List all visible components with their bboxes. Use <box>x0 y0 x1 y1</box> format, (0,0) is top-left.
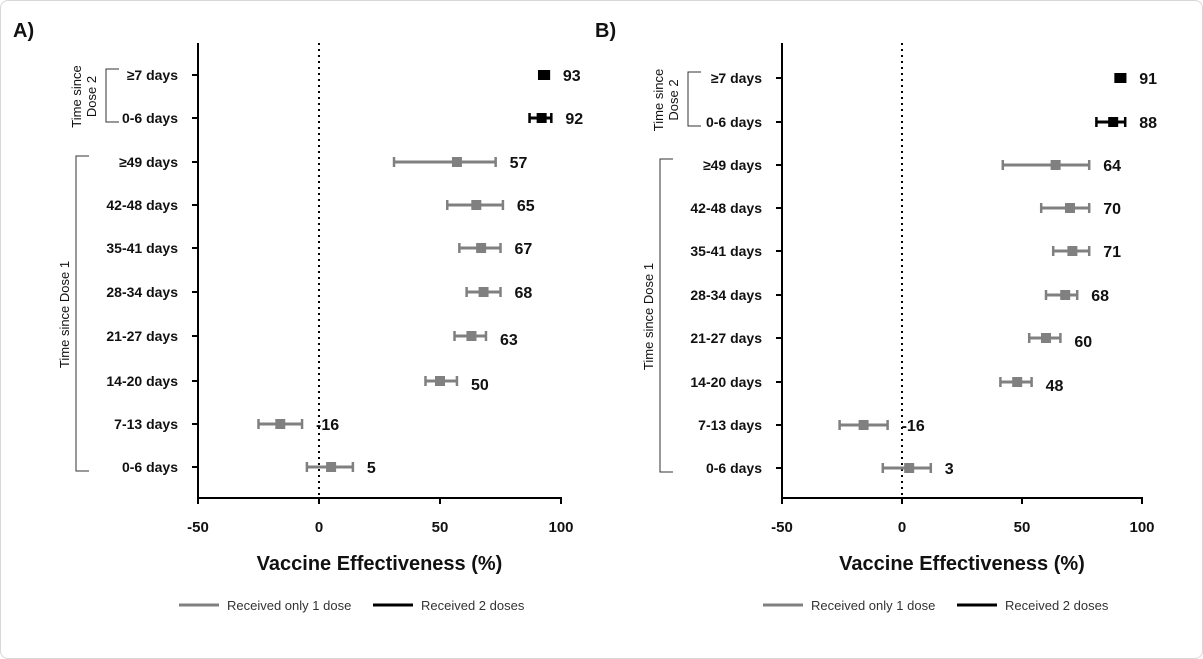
row-label: 42-48 days <box>690 200 762 216</box>
x-tick-label: 0 <box>898 519 906 536</box>
x-tick-label: -50 <box>187 519 209 536</box>
legend-label: Received only 1 dose <box>811 598 935 613</box>
value-label: 70 <box>1103 201 1121 218</box>
row-label: ≥49 days <box>703 157 762 173</box>
value-label: 48 <box>1046 378 1064 395</box>
point-estimate <box>1050 160 1061 170</box>
value-label: 5 <box>367 460 376 477</box>
panel-a: A) -50 0 50 100 Vaccine Effectiveness (%) ≥7 d… <box>13 20 583 613</box>
point-estimate <box>1067 246 1078 256</box>
value-label: 88 <box>1139 115 1157 132</box>
value-label: 57 <box>510 155 528 172</box>
point-estimate <box>451 157 462 167</box>
value-label: 93 <box>563 68 581 85</box>
x-tick-label: -50 <box>771 519 793 536</box>
row-label: 7-13 days <box>698 417 762 433</box>
x-tick-label: 100 <box>548 519 573 536</box>
panel-label: B) <box>595 20 616 42</box>
row-label: 35-41 days <box>690 243 762 259</box>
x-axis-title: Vaccine Effectiveness (%) <box>257 553 503 575</box>
x-tick-label: 100 <box>1129 519 1154 536</box>
value-label: 91 <box>1139 71 1157 88</box>
legend-label: Received 2 doses <box>421 598 525 613</box>
x-tick-label: 50 <box>1014 519 1031 536</box>
value-label: 92 <box>565 111 583 128</box>
x-tick-label: 0 <box>315 519 323 536</box>
legend-label: Received 2 doses <box>1005 598 1109 613</box>
point-estimate <box>326 462 337 472</box>
row-label: 14-20 days <box>106 373 178 389</box>
x-axis-title: Vaccine Effectiveness (%) <box>839 553 1085 575</box>
value-label: 68 <box>515 285 533 302</box>
legend: Received only 1 dose Received 2 doses <box>179 598 525 613</box>
group-label-line: Time since <box>69 65 84 127</box>
point-estimate <box>1060 290 1071 300</box>
point-estimate <box>539 70 550 80</box>
row-label: 42-48 days <box>106 197 178 213</box>
row-label: 28-34 days <box>106 284 178 300</box>
value-label: 67 <box>515 241 533 258</box>
bracket-dose2 <box>687 71 701 127</box>
bracket-dose1 <box>75 155 89 472</box>
point-estimate <box>478 287 489 297</box>
group-label-dose1: Time since Dose 1 <box>641 263 656 370</box>
row-label: 28-34 days <box>690 287 762 303</box>
row-label: 35-41 days <box>106 240 178 256</box>
row-label: 0-6 days <box>706 460 762 476</box>
group-label-line: Time since <box>651 69 666 131</box>
point-estimate <box>1012 377 1023 387</box>
value-label: 68 <box>1091 288 1109 305</box>
group-label-line: Dose 2 <box>666 79 681 120</box>
row-label: 7-13 days <box>114 416 178 432</box>
point-estimate <box>904 463 915 473</box>
bracket-dose1 <box>659 158 673 473</box>
point-estimate <box>1065 203 1075 213</box>
panel-label: A) <box>13 20 34 42</box>
panel-b: B) -50 0 50 100 Vaccine Effectiveness (%) ≥7 d… <box>595 20 1157 613</box>
point-estimate <box>1115 73 1126 83</box>
legend-label: Received only 1 dose <box>227 598 351 613</box>
value-label: 3 <box>945 461 954 478</box>
row-label: 0-6 days <box>706 114 762 130</box>
value-label: 64 <box>1103 158 1121 175</box>
row-label: 21-27 days <box>690 330 762 346</box>
value-label: 60 <box>1074 334 1092 351</box>
value-label: -16 <box>316 417 339 434</box>
group-label-dose2: Time sinceDose 2 <box>69 65 99 127</box>
point-estimate <box>435 376 445 386</box>
point-estimate <box>476 243 487 253</box>
value-label: -16 <box>902 418 925 435</box>
value-label: 63 <box>500 332 518 349</box>
point-estimate <box>1041 333 1051 343</box>
group-label-dose1: Time since Dose 1 <box>57 261 72 368</box>
row-label: ≥7 days <box>711 70 762 86</box>
value-label: 71 <box>1103 244 1121 261</box>
point-estimate <box>471 200 482 210</box>
row-label: 0-6 days <box>122 459 178 475</box>
x-tick-label: 50 <box>432 519 449 536</box>
row-label: 14-20 days <box>690 374 762 390</box>
point-estimate <box>466 331 477 341</box>
legend: Received only 1 dose Received 2 doses <box>763 598 1109 613</box>
value-label: 65 <box>517 198 535 215</box>
point-estimate <box>275 419 286 429</box>
group-label-line: Dose 2 <box>84 76 99 117</box>
bracket-dose2 <box>105 68 119 123</box>
group-label-dose2: Time sinceDose 2 <box>651 69 681 131</box>
point-estimate <box>1108 117 1119 127</box>
point-estimate <box>858 420 869 430</box>
row-label: ≥7 days <box>127 67 178 83</box>
value-label: 50 <box>471 377 489 394</box>
point-estimate <box>536 113 547 123</box>
row-label: 21-27 days <box>106 328 178 344</box>
row-label: 0-6 days <box>122 110 178 126</box>
row-label: ≥49 days <box>119 154 178 170</box>
